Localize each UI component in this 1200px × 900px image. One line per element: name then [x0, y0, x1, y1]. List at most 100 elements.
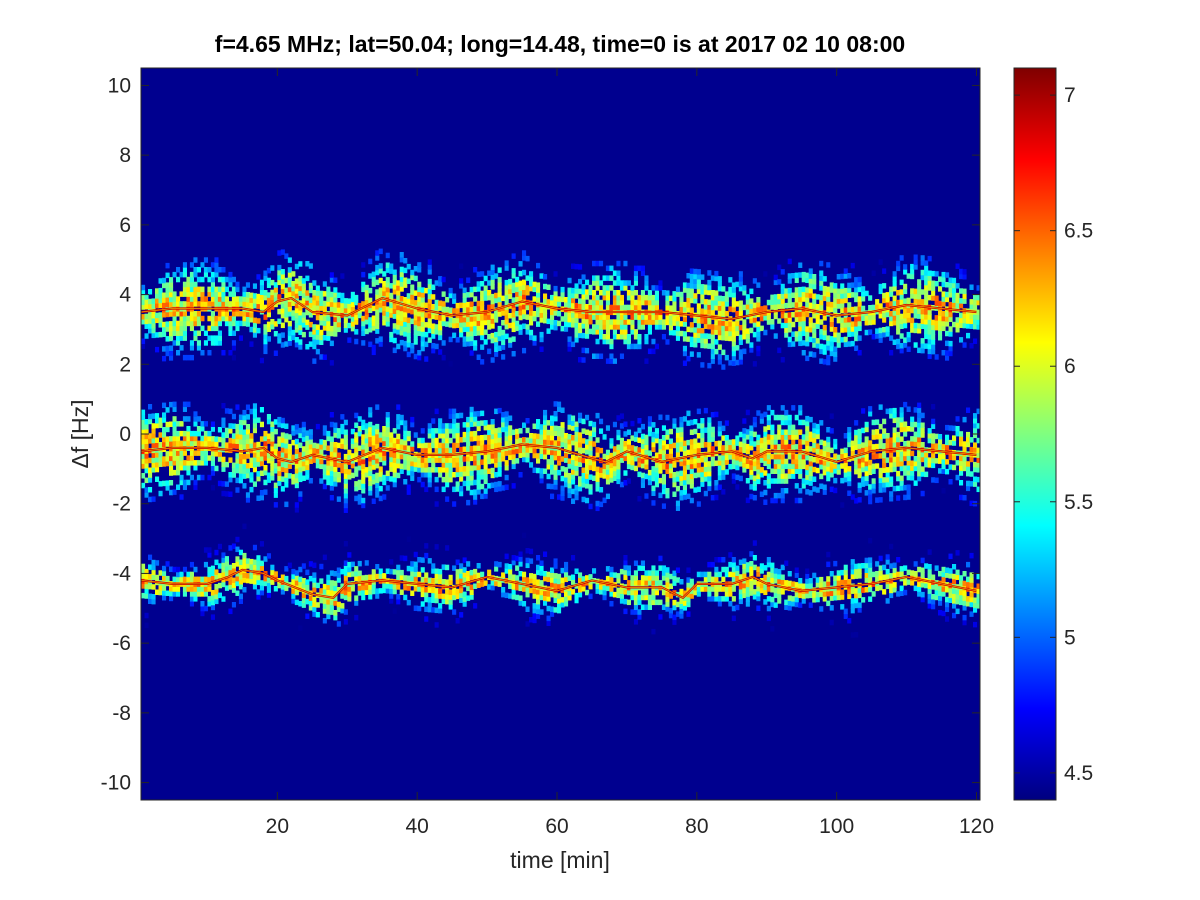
heatmap-cell	[144, 423, 149, 430]
heatmap-cell	[679, 475, 684, 481]
heatmap-cell	[780, 497, 785, 504]
heatmap-cell	[574, 436, 579, 442]
heatmap-cell	[976, 314, 980, 320]
heatmap-cell	[252, 481, 257, 487]
heatmap-cell	[329, 330, 334, 337]
heatmap-cell	[508, 435, 513, 441]
heatmap-cell	[585, 294, 590, 300]
heatmap-cell	[494, 481, 499, 488]
heatmap-cell	[165, 561, 170, 567]
heatmap-cell	[798, 409, 803, 416]
heatmap-cell	[651, 470, 656, 477]
heatmap-cell	[469, 421, 474, 427]
heatmap-cell	[850, 326, 855, 332]
heatmap-cell	[752, 495, 757, 501]
heatmap-cell	[179, 474, 184, 481]
heatmap-cell	[808, 287, 813, 294]
heatmap-cell	[406, 317, 411, 324]
heatmap-cell	[913, 407, 918, 413]
heatmap-cell	[735, 345, 740, 351]
heatmap-cell	[731, 345, 736, 352]
heatmap-cell	[287, 267, 292, 273]
heatmap-cell	[700, 432, 705, 439]
heatmap-cell	[536, 467, 541, 474]
heatmap-cell	[287, 301, 292, 307]
heatmap-cell	[466, 431, 471, 438]
heatmap-cell	[836, 469, 841, 475]
heatmap-cell	[840, 463, 845, 469]
heatmap-cell	[644, 358, 649, 364]
heatmap-cell	[518, 295, 523, 301]
heatmap-cell	[868, 305, 873, 311]
heatmap-cell	[948, 277, 953, 283]
heatmap-cell	[938, 335, 943, 341]
heatmap-cell	[875, 453, 880, 459]
heatmap-cell	[878, 472, 883, 479]
heatmap-cell	[619, 285, 624, 291]
heatmap-cell	[326, 301, 331, 307]
heatmap-cell	[969, 304, 974, 310]
heatmap-cell	[242, 453, 247, 460]
heatmap-cell	[357, 312, 362, 319]
heatmap-cell	[857, 448, 862, 454]
heatmap-cell	[473, 296, 478, 302]
heatmap-cell	[189, 455, 194, 461]
heatmap-cell	[731, 340, 736, 347]
heatmap-cell	[364, 314, 369, 320]
heatmap-cell	[266, 267, 271, 274]
heatmap-cell	[529, 285, 534, 292]
heatmap-cell	[375, 289, 380, 295]
heatmap-cell	[745, 429, 750, 435]
heatmap-cell	[466, 465, 471, 472]
heatmap-cell	[466, 277, 471, 283]
heatmap-cell	[490, 467, 495, 474]
heatmap-cell	[494, 346, 499, 352]
heatmap-cell	[588, 459, 593, 466]
heatmap-cell	[382, 479, 387, 486]
heatmap-cell	[784, 293, 789, 299]
heatmap-cell	[480, 324, 485, 331]
heatmap-cell	[728, 325, 733, 332]
heatmap-cell	[574, 426, 579, 432]
heatmap-cell	[252, 403, 257, 409]
heatmap-cell	[861, 408, 866, 414]
heatmap-cell	[315, 348, 320, 355]
heatmap-cell	[578, 412, 583, 419]
heatmap-cell	[256, 475, 261, 482]
heatmap-cell	[721, 310, 726, 317]
heatmap-cell	[539, 453, 544, 459]
heatmap-cell	[707, 319, 712, 325]
heatmap-cell	[179, 576, 184, 583]
heatmap-cell	[756, 297, 761, 303]
heatmap-cell	[179, 335, 184, 341]
heatmap-cell	[256, 274, 261, 280]
heatmap-cell	[738, 354, 743, 360]
heatmap-cell	[602, 434, 607, 440]
heatmap-cell	[476, 315, 481, 321]
heatmap-cell	[766, 414, 771, 421]
heatmap-cell	[522, 437, 527, 443]
heatmap-cell	[819, 270, 824, 276]
heatmap-cell	[280, 249, 285, 255]
heatmap-cell	[899, 426, 904, 433]
heatmap-cell	[585, 483, 590, 489]
heatmap-cell	[480, 271, 485, 277]
heatmap-cell	[203, 435, 208, 442]
heatmap-cell	[609, 457, 614, 464]
heatmap-cell	[385, 431, 390, 438]
heatmap-cell	[462, 480, 467, 487]
heatmap-cell	[745, 497, 750, 504]
heatmap-cell	[378, 297, 383, 303]
heatmap-cell	[588, 489, 593, 495]
heatmap-cell	[413, 324, 418, 330]
heatmap-cell	[773, 434, 778, 440]
heatmap-cell	[305, 300, 310, 306]
heatmap-cell	[682, 445, 687, 451]
heatmap-cell	[927, 280, 932, 286]
heatmap-cell	[182, 311, 187, 317]
heatmap-cell	[427, 428, 432, 434]
heatmap-cell	[626, 429, 631, 435]
heatmap-cell	[165, 292, 170, 298]
heatmap-cell	[913, 460, 918, 467]
heatmap-cell	[420, 481, 425, 488]
